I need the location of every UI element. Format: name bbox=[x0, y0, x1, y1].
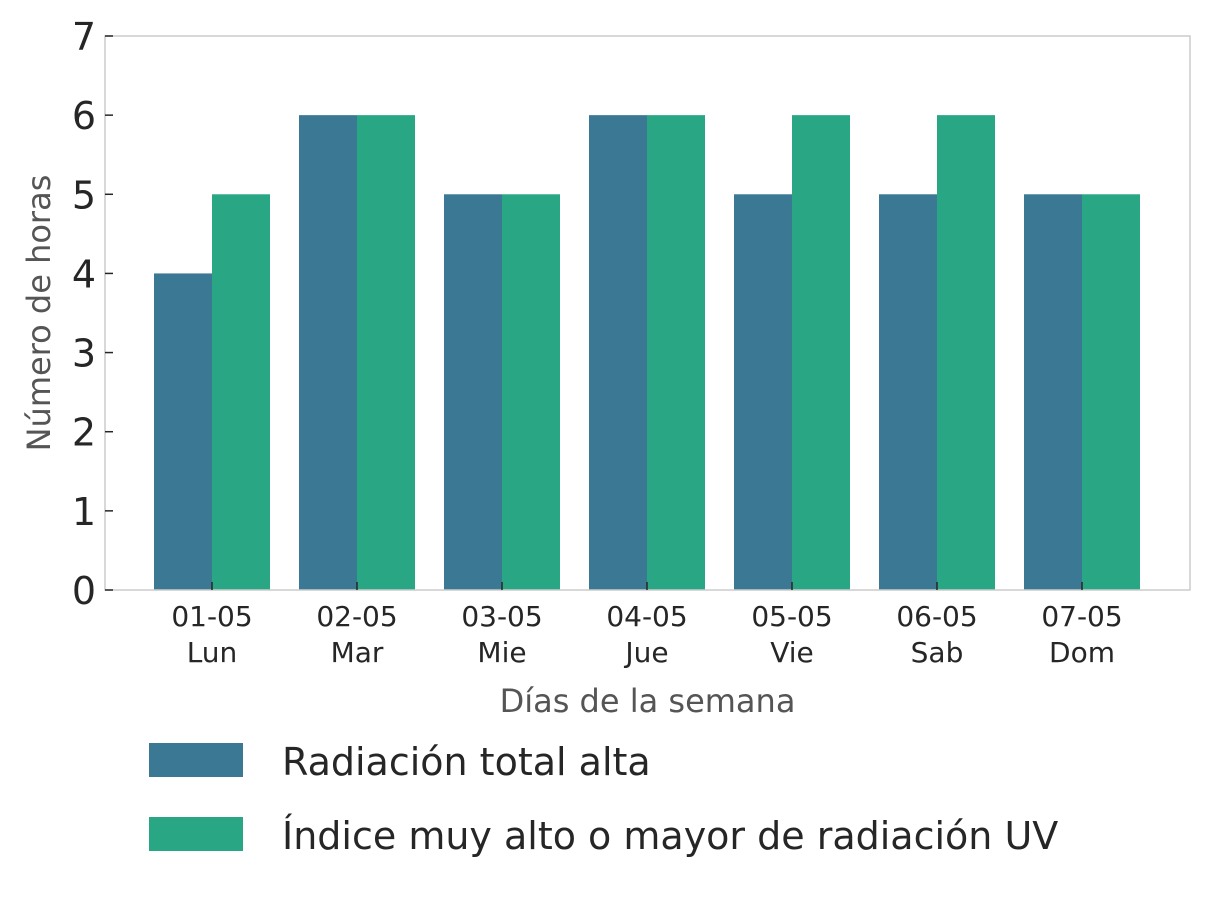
x-tick-label: Sab bbox=[911, 636, 964, 669]
bar-series2-02-05 bbox=[357, 115, 415, 591]
y-axis-label: Número de horas bbox=[20, 175, 58, 452]
x-tick-label: 07-05 bbox=[1041, 600, 1122, 633]
y-tick-label: 6 bbox=[72, 94, 96, 138]
legend: Radiación total alta Índice muy alto o ma… bbox=[149, 740, 1058, 858]
bars-layer bbox=[154, 115, 1140, 591]
legend-swatch bbox=[149, 743, 243, 777]
y-tick-label: 2 bbox=[72, 411, 96, 455]
y-tick-label: 4 bbox=[72, 252, 96, 296]
x-axis-label: Días de la semana bbox=[500, 682, 796, 720]
x-tick-label: 05-05 bbox=[751, 600, 832, 633]
bar-series1-02-05 bbox=[299, 115, 357, 591]
bar-series1-03-05 bbox=[444, 194, 502, 591]
x-tick-label: 01-05 bbox=[171, 600, 252, 633]
bar-series2-05-05 bbox=[792, 115, 850, 591]
legend-label: Índice muy alto o mayor de radiación UV bbox=[282, 814, 1058, 858]
x-tick-label: Vie bbox=[770, 636, 814, 669]
bar-series1-06-05 bbox=[879, 194, 937, 591]
bar-series1-04-05 bbox=[589, 115, 647, 591]
bar-series1-05-05 bbox=[734, 194, 792, 591]
y-tick-label: 0 bbox=[72, 569, 96, 613]
x-tick-label: Lun bbox=[187, 636, 238, 669]
x-tick-label: Dom bbox=[1049, 636, 1115, 669]
bar-series2-03-05 bbox=[502, 194, 560, 591]
x-tick-label: Mar bbox=[331, 636, 384, 669]
y-tick-label: 5 bbox=[72, 173, 96, 217]
bar-series1-07-05 bbox=[1024, 194, 1082, 591]
legend-swatch bbox=[149, 817, 243, 851]
x-tick-label: 06-05 bbox=[896, 600, 977, 633]
bar-series2-04-05 bbox=[647, 115, 705, 591]
x-tick-label: Mie bbox=[477, 636, 526, 669]
x-tick-label: 02-05 bbox=[316, 600, 397, 633]
bar-series2-06-05 bbox=[937, 115, 995, 591]
x-tick-label: 04-05 bbox=[606, 600, 687, 633]
x-tick-label: 03-05 bbox=[461, 600, 542, 633]
bar-series2-01-05 bbox=[212, 194, 270, 591]
y-tick-label: 1 bbox=[72, 490, 96, 534]
y-tick-label: 7 bbox=[72, 15, 96, 59]
x-tick-label: Jue bbox=[623, 636, 668, 669]
legend-label: Radiación total alta bbox=[282, 740, 651, 784]
y-tick-label: 3 bbox=[72, 332, 96, 376]
bar-series2-07-05 bbox=[1082, 194, 1140, 591]
bar-series1-01-05 bbox=[154, 273, 212, 590]
